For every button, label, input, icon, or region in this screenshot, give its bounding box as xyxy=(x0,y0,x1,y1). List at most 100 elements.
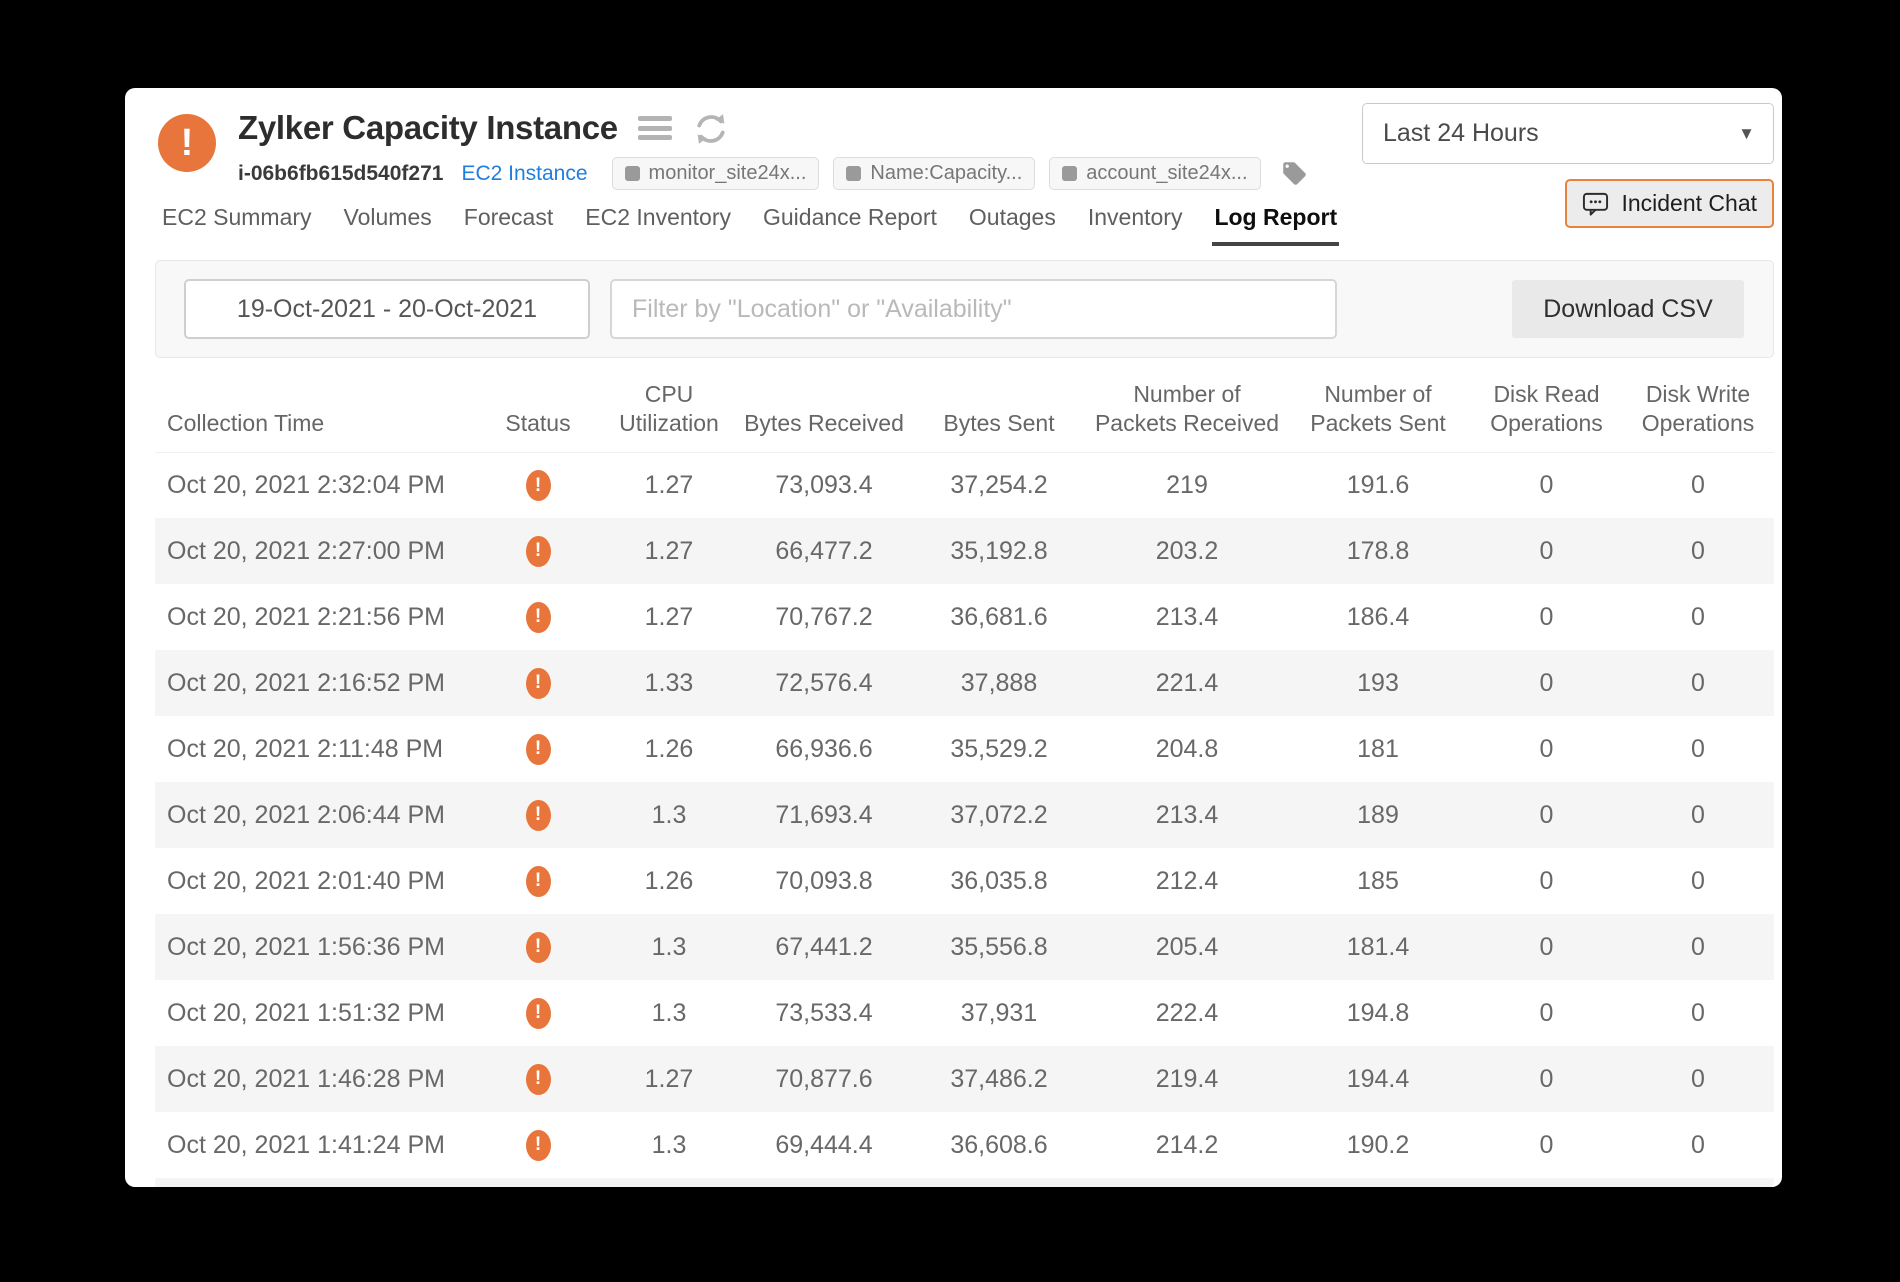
table-row: Oct 20, 2021 2:16:52 PM ! 1.33 72,576.4 … xyxy=(155,650,1774,717)
tab-label: Inventory xyxy=(1087,204,1183,230)
table-row: Oct 20, 2021 2:21:56 PM ! 1.27 70,767.2 … xyxy=(155,584,1774,650)
cell-bytes-received: 67,441.2 xyxy=(775,932,873,961)
tab-log-report[interactable]: Log Report xyxy=(1212,204,1340,246)
tab-bar: EC2 Summary Volumes Forecast EC2 Inventory G… xyxy=(160,204,1774,246)
cell-bytes-received: 70,877.6 xyxy=(775,1064,873,1093)
tab-outages[interactable]: Outages xyxy=(967,204,1058,246)
cell-disk-write-ops: 0 xyxy=(1691,734,1705,763)
tab-label: Log Report xyxy=(1214,204,1338,230)
card-header: ! Zylker Capacity Instance xyxy=(125,88,1782,228)
cell-cpu-utilization: 1.27 xyxy=(644,536,694,565)
cell-disk-write-ops: 0 xyxy=(1691,800,1705,829)
tag-chip-label: account_site24x... xyxy=(1086,162,1248,184)
cell-disk-read-ops: 0 xyxy=(1539,602,1554,631)
cell-packets-sent: 181.4 xyxy=(1346,932,1410,961)
tab-ec2-summary[interactable]: EC2 Summary xyxy=(160,204,314,246)
cell-disk-read-ops: 0 xyxy=(1539,932,1554,961)
cell-status: ! xyxy=(477,980,599,1046)
trouble-status-icon: ! xyxy=(525,1129,551,1161)
table-bottom-strip xyxy=(155,1178,1774,1187)
cell-packets-sent: 193 xyxy=(1357,668,1399,697)
cell-collection-time: Oct 20, 2021 1:51:32 PM xyxy=(167,998,445,1027)
cell-bytes-sent: 36,608.6 xyxy=(950,1130,1048,1159)
cell-packets-sent: 185 xyxy=(1357,866,1399,895)
tab-ec2-inventory[interactable]: EC2 Inventory xyxy=(583,204,733,246)
cell-disk-write-ops: 0 xyxy=(1691,932,1705,961)
cell-bytes-sent: 37,072.2 xyxy=(950,800,1048,829)
cell-disk-write-ops: 0 xyxy=(1691,1130,1705,1159)
cell-bytes-received: 70,767.2 xyxy=(775,602,873,631)
tab-label: Outages xyxy=(968,204,1056,230)
cell-collection-time: Oct 20, 2021 2:27:00 PM xyxy=(167,536,445,565)
tag-chip: monitor_site24x... xyxy=(611,157,820,190)
chat-icon xyxy=(1582,191,1609,217)
trouble-status-icon: ! xyxy=(525,733,551,765)
tag-chip-list: monitor_site24x... Name:Capacity... acco… xyxy=(611,157,1261,190)
instance-id: i-06b6fb615d540f271 xyxy=(238,161,444,185)
tag-chip-label: monitor_site24x... xyxy=(648,162,807,184)
trouble-status-icon: ! xyxy=(525,667,551,699)
cell-packets-sent: 190.2 xyxy=(1346,1130,1410,1159)
cell-status: ! xyxy=(477,452,599,518)
cell-status: ! xyxy=(477,782,599,848)
tab-inventory[interactable]: Inventory xyxy=(1086,204,1185,246)
tab-forecast[interactable]: Forecast xyxy=(462,204,555,246)
table-row: Oct 20, 2021 1:51:32 PM ! 1.3 73,533.4 3… xyxy=(155,980,1774,1046)
cell-cpu-utilization: 1.26 xyxy=(644,866,694,895)
cell-cpu-utilization: 1.27 xyxy=(644,602,694,631)
table-row: Oct 20, 2021 2:06:44 PM ! 1.3 71,693.4 3… xyxy=(155,782,1774,849)
cell-bytes-received: 66,477.2 xyxy=(775,536,873,565)
cell-bytes-received: 69,444.4 xyxy=(775,1130,873,1159)
cell-bytes-sent: 37,254.2 xyxy=(950,471,1048,500)
date-range-picker[interactable]: 19-Oct-2021 - 20-Oct-2021 xyxy=(184,279,590,339)
trouble-status-icon: ! xyxy=(525,997,551,1029)
cell-cpu-utilization: 1.3 xyxy=(651,800,687,829)
cell-packets-sent: 194.4 xyxy=(1346,1064,1410,1093)
time-range-select[interactable]: Last 24 Hours ▼ xyxy=(1362,103,1774,164)
incident-chat-button[interactable]: Incident Chat xyxy=(1565,179,1774,228)
cell-packets-received: 212.4 xyxy=(1155,866,1219,895)
tags-icon[interactable] xyxy=(1281,160,1308,187)
cell-disk-read-ops: 0 xyxy=(1539,800,1554,829)
cell-status: ! xyxy=(477,584,599,650)
refresh-icon[interactable] xyxy=(692,110,730,148)
cell-packets-sent: 191.6 xyxy=(1346,471,1410,500)
log-table-body: Oct 20, 2021 2:32:04 PM ! 1.27 73,093.4 … xyxy=(155,452,1774,1178)
instance-type-link[interactable]: EC2 Instance xyxy=(461,161,588,185)
filter-input[interactable] xyxy=(610,279,1337,339)
tag-chip-label: Name:Capacity... xyxy=(870,162,1023,184)
cell-status: ! xyxy=(477,1046,599,1112)
menu-icon[interactable] xyxy=(637,116,672,140)
tab-guidance-report[interactable]: Guidance Report xyxy=(761,204,939,246)
table-row: Oct 20, 2021 2:32:04 PM ! 1.27 73,093.4 … xyxy=(155,452,1774,518)
table-row: Oct 20, 2021 1:46:28 PM ! 1.27 70,877.6 … xyxy=(155,1046,1774,1113)
page-title: Zylker Capacity Instance xyxy=(238,109,618,146)
cell-collection-time: Oct 20, 2021 2:16:52 PM xyxy=(167,668,445,697)
chevron-down-icon: ▼ xyxy=(1738,123,1755,143)
table-row: Oct 20, 2021 1:56:36 PM ! 1.3 67,441.2 3… xyxy=(155,914,1774,981)
tag-color-icon xyxy=(1062,166,1078,181)
trouble-status-icon: ! xyxy=(525,470,551,502)
cell-collection-time: Oct 20, 2021 2:06:44 PM xyxy=(167,800,445,829)
cell-bytes-sent: 37,888 xyxy=(960,668,1038,697)
cell-bytes-received: 73,533.4 xyxy=(775,998,873,1027)
cell-status: ! xyxy=(477,1112,599,1178)
cell-packets-sent: 178.8 xyxy=(1346,536,1410,565)
tab-label: Volumes xyxy=(343,204,432,230)
trouble-status-icon: ! xyxy=(525,799,551,831)
col-collection-time: Collection Time xyxy=(155,358,477,453)
cell-collection-time: Oct 20, 2021 1:56:36 PM xyxy=(167,932,445,961)
time-range-value: Last 24 Hours xyxy=(1383,119,1539,147)
cell-disk-write-ops: 0 xyxy=(1691,998,1705,1027)
tag-color-icon xyxy=(624,166,640,181)
cell-disk-read-ops: 0 xyxy=(1539,471,1554,500)
download-csv-button[interactable]: Download CSV xyxy=(1512,280,1744,338)
cell-packets-received: 221.4 xyxy=(1155,668,1219,697)
cell-cpu-utilization: 1.33 xyxy=(644,668,694,697)
cell-bytes-sent: 36,035.8 xyxy=(950,866,1048,895)
cell-disk-read-ops: 0 xyxy=(1539,1064,1554,1093)
col-disk-read-ops: Disk Read Operations xyxy=(1471,358,1622,453)
tab-volumes[interactable]: Volumes xyxy=(342,204,434,246)
cell-disk-read-ops: 0 xyxy=(1539,734,1554,763)
table-row: Oct 20, 2021 2:27:00 PM ! 1.27 66,477.2 … xyxy=(155,518,1774,585)
